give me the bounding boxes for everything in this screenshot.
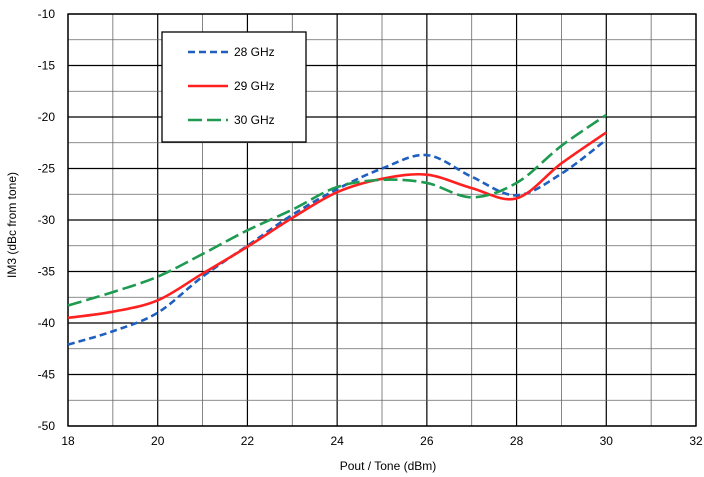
x-tick-label: 30 [600,434,614,448]
series-line-2 [67,131,608,320]
x-tick-label: 32 [689,434,703,448]
series-line-3 [67,113,608,307]
x-tick-label: 20 [151,434,165,448]
y-tick-label: -25 [38,162,56,176]
x-axis-label: Pout / Tone (dBm) [340,459,437,473]
x-tick-label: 28 [510,434,524,448]
legend-label-3: 30 GHz [234,113,275,127]
legend: 28 GHz 29 GHz 30 GHz [161,31,307,143]
y-tick-label: -40 [38,316,56,330]
y-tick-label: -10 [38,7,56,21]
x-tick-label: 24 [330,434,344,448]
x-tick-label: 26 [420,434,434,448]
plot-frame [67,13,697,427]
y-tick-label: -50 [38,419,56,433]
series-lines [67,113,608,346]
y-tick-label: -15 [38,59,56,73]
x-tick-label: 18 [61,434,75,448]
legend-label-1: 28 GHz [234,45,275,59]
y-axis-label: IM3 (dBc from tone) [5,172,19,278]
y-tick-label: -30 [38,213,56,227]
y-tick-label: -35 [38,265,56,279]
legend-label-2: 29 GHz [234,79,275,93]
y-tick-label: -20 [38,110,56,124]
x-tick-label: 22 [241,434,255,448]
y-axis-ticks: -10 -15 -20 -25 -30 -35 -40 -45 -50 [38,7,56,433]
legend-box [161,31,307,143]
series-line-1 [67,138,608,346]
y-tick-label: -45 [38,368,56,382]
x-axis-ticks: 18 20 22 24 26 28 30 32 [61,434,703,448]
